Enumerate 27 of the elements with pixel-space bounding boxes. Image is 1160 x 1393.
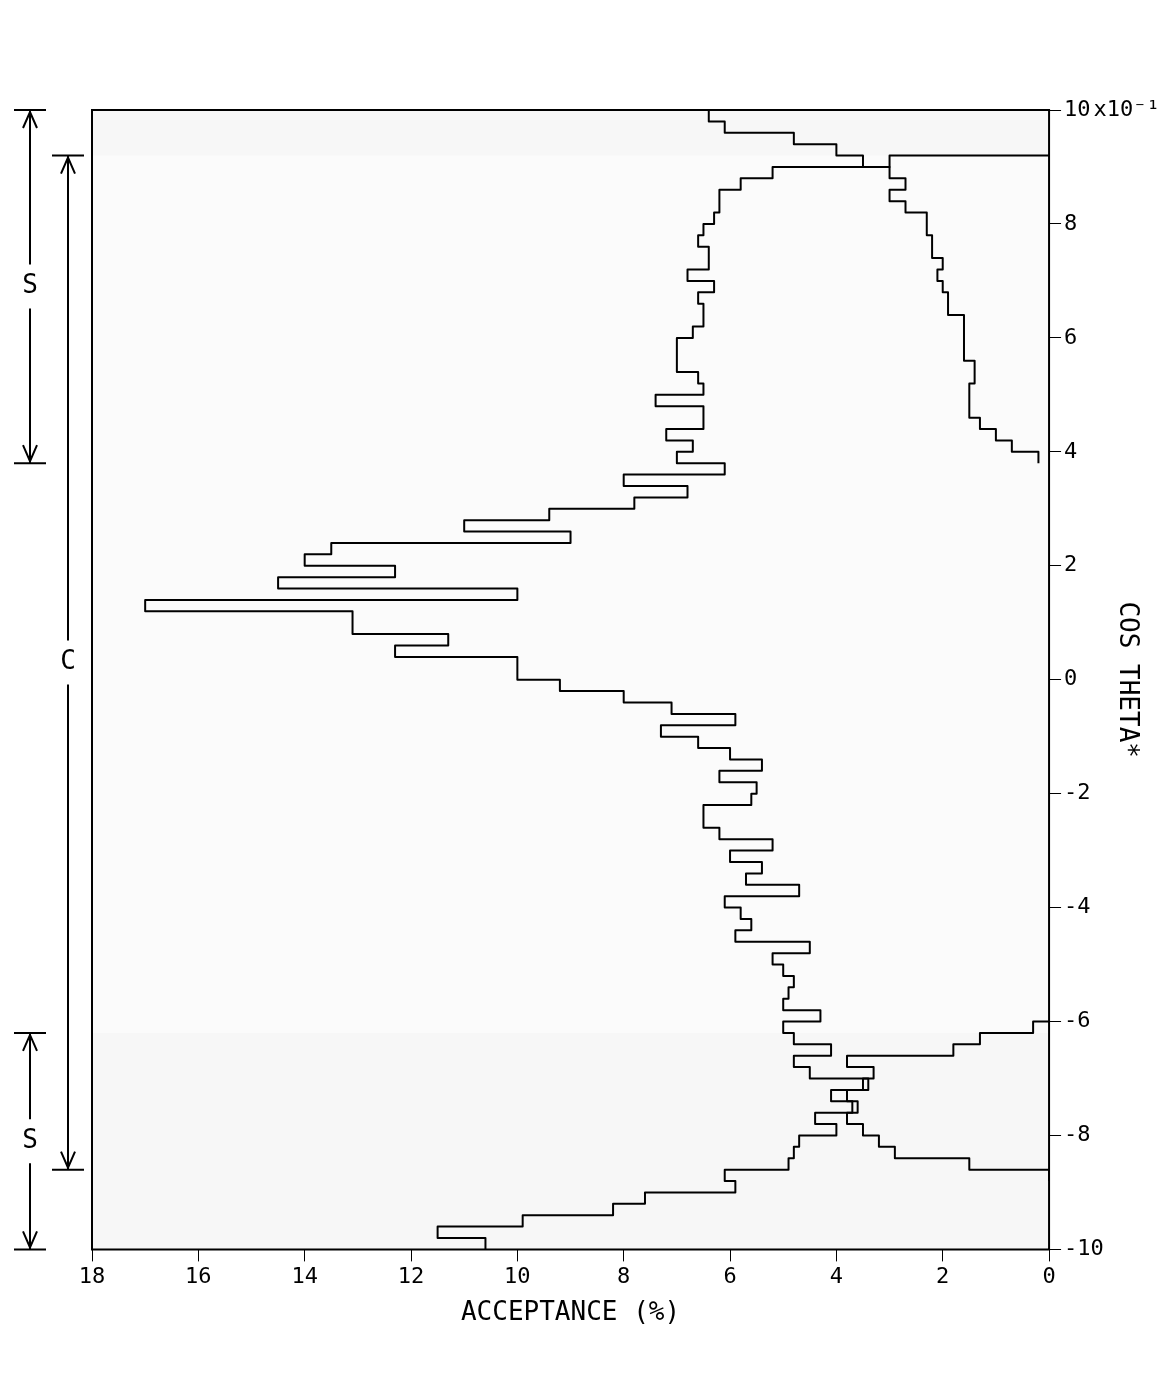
band-label: C <box>60 645 76 676</box>
y-tick-label: 2 <box>1064 551 1078 577</box>
y-tick-label: -10 <box>1064 1235 1104 1261</box>
y-tick-label: 10 <box>1064 95 1091 121</box>
x-tick-label: 8 <box>617 1263 631 1289</box>
y-tick-label: 4 <box>1064 437 1078 463</box>
x-tick-label: 12 <box>397 1263 425 1289</box>
y-tick-label: -8 <box>1064 1121 1091 1147</box>
x-tick-label: 6 <box>723 1263 737 1289</box>
y-tick-label: -2 <box>1064 779 1091 805</box>
y-tick-label: 0 <box>1064 665 1078 691</box>
text: x10⁻¹ <box>1093 95 1160 121</box>
x-tick-label: 14 <box>291 1263 318 1289</box>
x-axis-title: ACCEPTANCE (%) <box>460 1296 681 1327</box>
y-tick-label: 6 <box>1064 323 1078 349</box>
y-tick-label: -6 <box>1064 1007 1091 1033</box>
x-tick-label: 10 <box>504 1263 531 1289</box>
band-label: S <box>22 269 38 300</box>
x-tick-label: 16 <box>185 1263 212 1289</box>
band-label: S <box>22 1123 38 1154</box>
y-tick-label: 8 <box>1064 209 1078 235</box>
x-tick-label: 4 <box>829 1263 844 1289</box>
x-tick-label: 0 <box>1042 1263 1056 1289</box>
x-tick-label: 2 <box>936 1263 950 1289</box>
x-tick-label: 18 <box>78 1263 106 1289</box>
y-axis-title: COS THETA* <box>1113 601 1144 758</box>
y-tick-label: -4 <box>1064 893 1091 919</box>
